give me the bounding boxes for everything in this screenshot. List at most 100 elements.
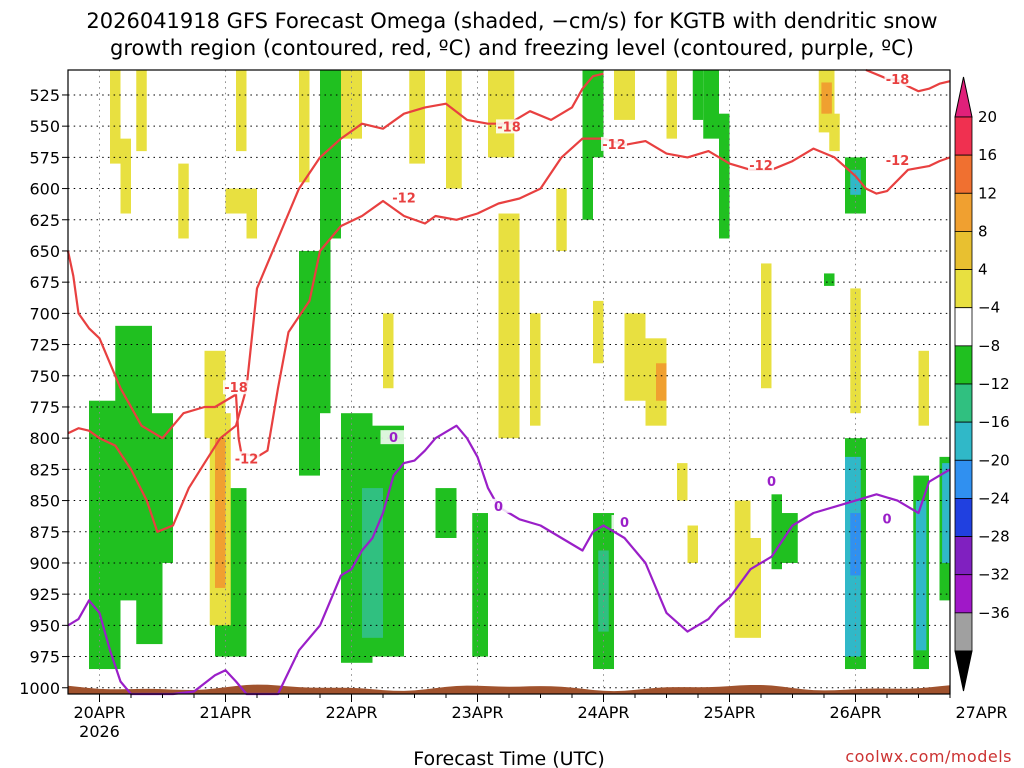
omega-cell-11 (435, 488, 457, 538)
x-axis-title: Forecast Time (UTC) (413, 748, 604, 768)
y-tick-label-625: 625 (29, 211, 60, 230)
legend-label-8: −16 (978, 413, 1010, 431)
omega-cell-59 (687, 525, 698, 563)
y-tick-label-600: 600 (29, 180, 60, 199)
terrain-ground (68, 684, 950, 694)
omega-cell-56 (656, 363, 667, 401)
legend-swatch-7 (954, 383, 973, 423)
omega-cell-37 (225, 188, 247, 214)
omega-cell-54 (624, 313, 646, 401)
legend-label-13: −36 (978, 604, 1010, 622)
omega-cell-29 (915, 500, 927, 651)
ground-strip (68, 684, 950, 694)
y-tick-label-950: 950 (29, 616, 60, 635)
omega-cell-60 (734, 500, 751, 638)
omega-cell-12 (472, 513, 488, 657)
contour-label-0: -18 (497, 120, 521, 135)
legend-swatch-10 (954, 498, 973, 537)
legend-swatch-5 (954, 307, 973, 347)
omega-cell-13 (582, 70, 593, 220)
omega-cell-65 (829, 113, 840, 152)
y-tick-label-975: 975 (29, 648, 60, 667)
legend-swatch-11 (954, 536, 973, 576)
omega-cell-41 (236, 70, 247, 152)
y-tick-label-650: 650 (29, 242, 60, 261)
legend-label-12: −32 (978, 566, 1010, 584)
x-tick-label-23APR: 23APR (451, 703, 503, 722)
legend-label-4: 4 (978, 261, 988, 279)
legend-top-arrow (954, 76, 973, 118)
omega-cell-5 (299, 250, 320, 476)
y-tick-label-850: 850 (29, 492, 60, 511)
y-tick-label-725: 725 (29, 336, 60, 355)
omega-cell-14 (593, 70, 604, 158)
x-tick-sublabel-20APR: 2026 (79, 722, 120, 741)
y-tick-label-825: 825 (29, 460, 60, 479)
contour-label-bg-2 (223, 380, 249, 395)
contour-label-bg-9 (485, 498, 512, 513)
omega-cell-50 (530, 313, 541, 426)
omega-cell-46 (409, 70, 425, 164)
contour-lines (66, 68, 951, 696)
contour-label-bg-3 (391, 190, 417, 205)
contour-label-6: -12 (886, 154, 910, 169)
omega-cell-47 (446, 70, 462, 189)
omega-cell-17 (692, 70, 704, 120)
legend-label-7: −12 (978, 375, 1010, 393)
legend-swatch-0 (954, 116, 973, 156)
legend-label-3: 8 (978, 222, 988, 240)
y-tick-label-550: 550 (29, 117, 60, 136)
contour-label-10: 0 (620, 516, 629, 531)
contour-label-bg-0 (496, 119, 522, 134)
x-tick-label-21APR: 21APR (199, 703, 251, 722)
x-tick-label-26APR: 26APR (829, 703, 881, 722)
omega-cell-48 (488, 70, 515, 158)
omega-cell-52 (593, 300, 604, 364)
chart-title-line-2: growth region (contoured, red, ºC) and f… (110, 36, 914, 60)
contour-label-7: -12 (235, 452, 259, 467)
x-tick-label-24APR: 24APR (577, 703, 629, 722)
contour-label-bg-5 (748, 158, 774, 173)
y-tick-label-575: 575 (29, 148, 60, 167)
legend-swatch-9 (954, 459, 973, 499)
legend-swatch-3 (954, 231, 973, 270)
contour-label-9: 0 (494, 500, 503, 515)
legend-label-11: −28 (978, 528, 1010, 546)
omega-cell-45 (383, 313, 394, 389)
contour-label-bg-12 (874, 511, 900, 526)
omega-cell-24 (850, 169, 861, 195)
omega-cell-64 (821, 82, 832, 114)
contour-label-bg-1 (884, 71, 911, 86)
contour-line-2 (66, 137, 951, 458)
contour-label-2: -18 (224, 381, 248, 396)
x-tick-label-22APR: 22APR (325, 703, 377, 722)
contour-label-5: -12 (749, 159, 773, 174)
omega-cell-36 (178, 163, 189, 239)
legend-label-2: 12 (978, 184, 997, 202)
contour-line-0 (67, 72, 604, 533)
legend-label-1: 16 (978, 146, 997, 164)
legend-swatch-6 (954, 345, 973, 385)
y-tick-label-1000: 1000 (19, 679, 60, 698)
omega-cell-3 (136, 562, 163, 645)
legend-label-5: −4 (978, 299, 1000, 317)
legend-label-0: 20 (978, 108, 997, 126)
contour-label-bg-7 (233, 451, 260, 466)
legend-swatch-2 (954, 192, 973, 232)
y-tick-label-800: 800 (29, 429, 60, 448)
omega-cell-43 (299, 70, 310, 183)
contour-label-bg-10 (611, 515, 638, 530)
omega-cell-1 (115, 325, 152, 601)
omega-cell-42 (246, 188, 257, 239)
color-legend: 20 16 12 8 4 −4 −8 −12 −16 −20 −24 −28 −32 −36 (954, 76, 1010, 692)
omega-cell-61 (750, 538, 761, 638)
x-tick-label-27APR: 27APR (955, 703, 1007, 722)
omega-cell-19 (719, 113, 730, 239)
legend-swatch-8 (954, 421, 973, 461)
legend-label-9: −20 (978, 451, 1010, 469)
omega-cell-22 (824, 273, 835, 286)
omega-cell-49 (498, 213, 520, 439)
contour-labels: -18 -18 -18 -12 -12 -12 -12 -12 0 0 0 0 0 (223, 71, 911, 531)
dotted-grid (68, 70, 950, 694)
